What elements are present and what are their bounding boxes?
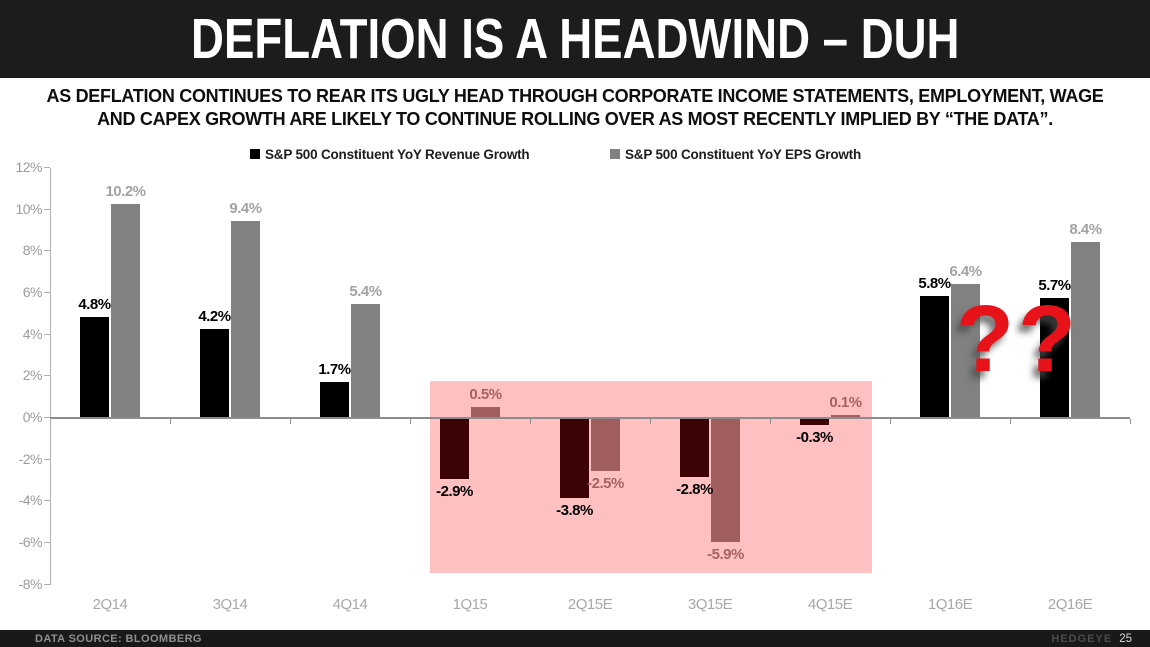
y-axis-tick <box>44 584 50 585</box>
slide-subtitle: AS DEFLATION CONTINUES TO REAR ITS UGLY … <box>0 85 1150 131</box>
label-revenue-4Q14: 1.7% <box>318 361 351 378</box>
footer-right: HEDGEYE 25 <box>1051 633 1132 645</box>
page-number: 25 <box>1119 632 1132 645</box>
question-marks-annotation: ?? <box>956 286 1081 392</box>
category-label-2Q15E: 2Q15E <box>567 596 613 613</box>
x-axis-tick <box>290 419 291 424</box>
y-axis-tick-label: 0% <box>22 409 43 425</box>
y-axis-tick-label: 4% <box>22 326 43 342</box>
bar-revenue-2Q15E <box>560 419 589 498</box>
legend-swatch-revenue <box>250 149 260 159</box>
label-eps-1Q16E: 6.4% <box>949 263 982 280</box>
y-axis-tick <box>44 417 50 418</box>
label-eps-4Q15E: 0.1% <box>829 394 862 411</box>
bar-revenue-3Q14 <box>200 329 229 417</box>
label-eps-2Q15E: -2.5% <box>587 475 624 492</box>
x-axis-tick <box>770 419 771 424</box>
y-axis-tick-label: 8% <box>22 242 43 258</box>
bar-eps-4Q14 <box>351 304 380 417</box>
data-source-label: DATA SOURCE: BLOOMBERG <box>35 632 202 645</box>
x-axis-tick <box>530 419 531 424</box>
slide-title: DEFLATION IS A HEADWIND – DUH <box>190 7 960 71</box>
bar-eps-3Q14 <box>231 221 260 417</box>
bar-eps-1Q16E <box>951 284 980 417</box>
title-banner: DEFLATION IS A HEADWIND – DUH <box>0 0 1150 78</box>
label-eps-2Q16E: 8.4% <box>1069 221 1102 238</box>
label-eps-3Q15E: -5.9% <box>707 546 744 563</box>
subtitle-line-2: AND CAPEX GROWTH ARE LIKELY TO CONTINUE … <box>97 109 1053 129</box>
category-label-1Q16E: 1Q16E <box>927 596 973 613</box>
bar-revenue-1Q15 <box>440 419 469 479</box>
label-revenue-3Q15E: -2.8% <box>676 481 713 498</box>
label-revenue-2Q15E: -3.8% <box>556 502 593 519</box>
legend-swatch-eps <box>610 149 620 159</box>
y-axis-tick <box>44 167 50 168</box>
highlight-region <box>430 381 872 573</box>
x-axis-tick <box>650 419 651 424</box>
bar-eps-2Q16E <box>1071 242 1100 417</box>
y-axis-tick-label: -2% <box>18 451 43 467</box>
bar-revenue-2Q16E <box>1040 298 1069 417</box>
legend-label-eps: S&P 500 Constituent YoY EPS Growth <box>625 146 862 162</box>
bar-revenue-1Q16E <box>920 296 949 417</box>
bar-eps-4Q15E <box>831 415 860 417</box>
label-revenue-2Q16E: 5.7% <box>1038 277 1071 294</box>
y-axis-line <box>50 168 51 585</box>
label-eps-3Q14: 9.4% <box>229 200 262 217</box>
category-label-3Q14: 3Q14 <box>212 596 248 613</box>
y-axis-tick-label: -8% <box>18 576 43 592</box>
bar-revenue-2Q14 <box>80 317 109 417</box>
category-label-1Q15: 1Q15 <box>452 596 488 613</box>
y-axis-tick-label: 2% <box>22 367 43 383</box>
x-axis-tick <box>1130 419 1131 424</box>
x-axis-tick <box>410 419 411 424</box>
legend-item-eps: S&P 500 Constituent YoY EPS Growth <box>610 146 861 162</box>
bar-revenue-3Q15E <box>680 419 709 477</box>
label-eps-1Q15: 0.5% <box>469 386 502 403</box>
y-axis-tick <box>44 209 50 210</box>
x-axis-tick <box>170 419 171 424</box>
category-label-4Q15E: 4Q15E <box>807 596 853 613</box>
footer-bar: DATA SOURCE: BLOOMBERG HEDGEYE 25 <box>0 630 1150 647</box>
bar-eps-3Q15E <box>711 419 740 542</box>
category-label-2Q16E: 2Q16E <box>1047 596 1093 613</box>
y-axis-tick <box>44 334 50 335</box>
x-axis-tick <box>890 419 891 424</box>
y-axis-tick <box>44 375 50 376</box>
y-axis-tick-label: 6% <box>22 284 43 300</box>
label-revenue-1Q15: -2.9% <box>436 483 473 500</box>
legend-label-revenue: S&P 500 Constituent YoY Revenue Growth <box>265 146 530 162</box>
bar-eps-2Q15E <box>591 419 620 471</box>
y-axis-tick <box>44 250 50 251</box>
zero-line <box>50 417 1130 419</box>
bar-revenue-4Q14 <box>320 382 349 417</box>
y-axis-tick-label: 10% <box>15 201 42 217</box>
category-label-2Q14: 2Q14 <box>92 596 128 613</box>
hedgeye-logo: HEDGEYE <box>1051 632 1113 645</box>
label-revenue-3Q14: 4.2% <box>198 308 231 325</box>
x-axis-tick <box>1010 419 1011 424</box>
y-axis-tick <box>44 500 50 501</box>
subtitle-line-1: AS DEFLATION CONTINUES TO REAR ITS UGLY … <box>46 86 1104 106</box>
label-revenue-1Q16E: 5.8% <box>918 275 951 292</box>
y-axis-tick <box>44 292 50 293</box>
label-eps-2Q14: 10.2% <box>105 183 146 200</box>
category-label-4Q14: 4Q14 <box>332 596 368 613</box>
bar-revenue-4Q15E <box>800 419 829 425</box>
label-revenue-4Q15E: -0.3% <box>796 429 833 446</box>
bar-eps-2Q14 <box>111 204 140 417</box>
y-axis-tick-label: -6% <box>18 534 43 550</box>
label-eps-4Q14: 5.4% <box>349 283 382 300</box>
bar-eps-1Q15 <box>471 407 500 417</box>
legend-item-revenue: S&P 500 Constituent YoY Revenue Growth <box>250 146 530 162</box>
y-axis-tick-label: 12% <box>15 159 42 175</box>
label-revenue-2Q14: 4.8% <box>78 296 111 313</box>
y-axis-tick <box>44 459 50 460</box>
y-axis-tick-label: -4% <box>18 492 43 508</box>
y-axis-tick <box>44 542 50 543</box>
category-label-3Q15E: 3Q15E <box>687 596 733 613</box>
